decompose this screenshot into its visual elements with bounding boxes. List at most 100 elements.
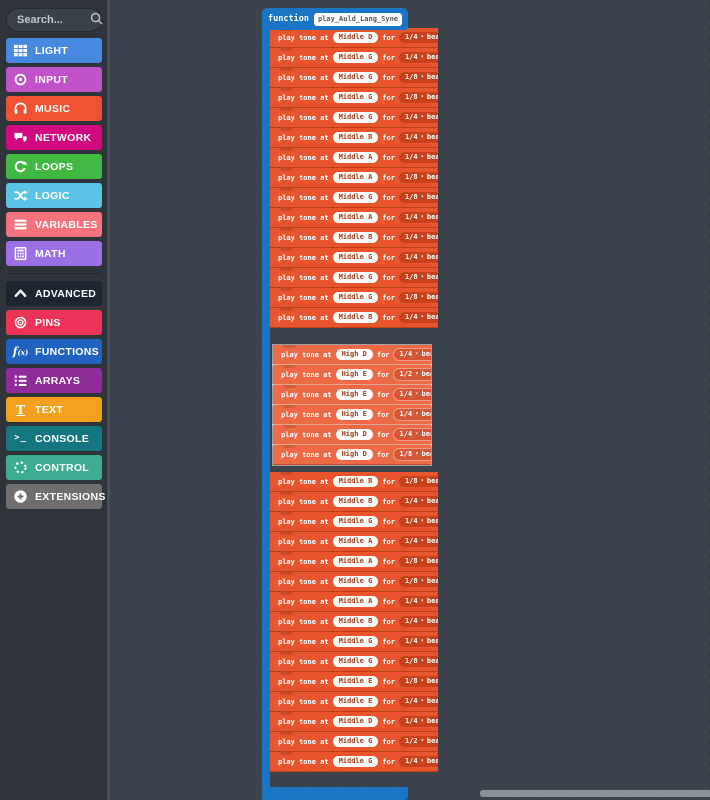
- note-dropdown[interactable]: High E: [336, 369, 373, 380]
- beat-dropdown[interactable]: 1/8▾beat: [399, 72, 438, 83]
- note-dropdown[interactable]: Middle A: [333, 556, 379, 567]
- note-dropdown[interactable]: Middle A: [333, 212, 379, 223]
- beat-dropdown[interactable]: 1/8▾beat: [399, 556, 438, 567]
- note-dropdown[interactable]: Middle E: [333, 676, 379, 687]
- beat-dropdown[interactable]: 1/4▾beat: [399, 252, 438, 263]
- sidebar-item-text[interactable]: TTEXT: [6, 397, 102, 422]
- beat-dropdown[interactable]: 1/4▾beat: [399, 112, 438, 123]
- play-tone-block[interactable]: play tone atHigh Dfor1/4▾beat: [273, 425, 431, 445]
- note-dropdown[interactable]: High E: [336, 409, 373, 420]
- play-tone-block[interactable]: play tone atMiddle Gfor1/4▾beat: [270, 248, 438, 268]
- note-dropdown[interactable]: Middle B: [333, 232, 379, 243]
- sidebar-item-math[interactable]: MATH: [6, 241, 102, 266]
- note-dropdown[interactable]: Middle G: [333, 756, 379, 767]
- beat-dropdown[interactable]: 1/4▾beat: [399, 32, 438, 43]
- note-dropdown[interactable]: Middle G: [333, 192, 379, 203]
- play-tone-block[interactable]: play tone atMiddle Gfor1/8▾beat: [270, 572, 438, 592]
- note-dropdown[interactable]: Middle B: [333, 616, 379, 627]
- play-tone-block[interactable]: play tone atMiddle Gfor1/4▾beat: [270, 108, 438, 128]
- beat-dropdown[interactable]: 1/2▾beat: [394, 369, 431, 380]
- sidebar-item-music[interactable]: MUSIC: [6, 96, 102, 121]
- beat-dropdown[interactable]: 1/4▾beat: [399, 536, 438, 547]
- beat-dropdown[interactable]: 1/4▾beat: [399, 132, 438, 143]
- beat-dropdown[interactable]: 1/4▾beat: [399, 756, 438, 767]
- play-tone-block[interactable]: play tone atMiddle Gfor1/8▾beat: [270, 68, 438, 88]
- toolbox-search[interactable]: [6, 8, 102, 32]
- beat-dropdown[interactable]: 1/4▾beat: [399, 716, 438, 727]
- play-tone-block[interactable]: play tone atMiddle Afor1/4▾beat: [270, 532, 438, 552]
- sidebar-item-network[interactable]: NETWORK: [6, 125, 102, 150]
- sidebar-item-pins[interactable]: PINS: [6, 310, 102, 335]
- sidebar-item-input[interactable]: INPUT: [6, 67, 102, 92]
- play-tone-block[interactable]: play tone atHigh Efor1/4▾beat: [273, 405, 431, 425]
- note-dropdown[interactable]: High D: [336, 429, 373, 440]
- sidebar-item-loops[interactable]: LOOPS: [6, 154, 102, 179]
- note-dropdown[interactable]: High E: [336, 389, 373, 400]
- play-tone-block[interactable]: play tone atMiddle Dfor1/4▾beat: [270, 28, 438, 48]
- note-dropdown[interactable]: Middle D: [333, 32, 379, 43]
- sidebar-item-variables[interactable]: VARIABLES: [6, 212, 102, 237]
- note-dropdown[interactable]: Middle G: [333, 636, 379, 647]
- play-tone-block[interactable]: play tone atHigh Efor1/2▾beat: [273, 365, 431, 385]
- note-dropdown[interactable]: Middle E: [333, 696, 379, 707]
- play-tone-block[interactable]: play tone atMiddle Afor1/4▾beat: [270, 148, 438, 168]
- play-tone-block[interactable]: play tone atMiddle Efor1/4▾beat: [270, 692, 438, 712]
- play-tone-block[interactable]: play tone atMiddle Bfor1/4▾beat: [270, 228, 438, 248]
- beat-dropdown[interactable]: 1/4▾beat: [394, 409, 431, 420]
- note-dropdown[interactable]: Middle A: [333, 536, 379, 547]
- function-name-field[interactable]: play_Auld_Lang_Syne: [314, 13, 402, 26]
- note-dropdown[interactable]: Middle A: [333, 596, 379, 607]
- beat-dropdown[interactable]: 1/4▾beat: [394, 389, 431, 400]
- beat-dropdown[interactable]: 1/4▾beat: [394, 349, 431, 360]
- beat-dropdown[interactable]: 1/4▾beat: [399, 696, 438, 707]
- play-tone-block[interactable]: play tone atHigh Dfor1/8▾beat: [273, 445, 431, 465]
- sidebar-item-arrays[interactable]: ARRAYS: [6, 368, 102, 393]
- beat-dropdown[interactable]: 1/8▾beat: [399, 272, 438, 283]
- beat-dropdown[interactable]: 1/4▾beat: [399, 636, 438, 647]
- note-dropdown[interactable]: Middle A: [333, 152, 379, 163]
- play-tone-block[interactable]: play tone atMiddle Gfor1/8▾beat: [270, 268, 438, 288]
- beat-dropdown[interactable]: 1/4▾beat: [394, 429, 431, 440]
- beat-dropdown[interactable]: 1/8▾beat: [394, 449, 431, 460]
- beat-dropdown[interactable]: 1/8▾beat: [399, 292, 438, 303]
- play-tone-block[interactable]: play tone atMiddle Gfor1/8▾beat: [270, 88, 438, 108]
- play-tone-block[interactable]: play tone atMiddle Gfor1/4▾beat: [270, 48, 438, 68]
- note-dropdown[interactable]: Middle G: [333, 52, 379, 63]
- note-dropdown[interactable]: Middle B: [333, 476, 379, 487]
- play-tone-block[interactable]: play tone atMiddle Gfor1/4▾beat: [270, 512, 438, 532]
- play-tone-block[interactable]: play tone atMiddle Gfor1/8▾beat: [270, 288, 438, 308]
- note-dropdown[interactable]: Middle G: [333, 576, 379, 587]
- search-input[interactable]: [15, 13, 89, 27]
- note-dropdown[interactable]: High D: [336, 349, 373, 360]
- note-dropdown[interactable]: Middle G: [333, 656, 379, 667]
- sidebar-item-functions[interactable]: f(x)FUNCTIONS: [6, 339, 102, 364]
- note-dropdown[interactable]: Middle G: [333, 292, 379, 303]
- function-definition-block[interactable]: function play_Auld_Lang_Syne: [262, 8, 408, 30]
- play-tone-block[interactable]: play tone atMiddle Gfor1/4▾beat: [270, 632, 438, 652]
- sidebar-item-console[interactable]: >_CONSOLE: [6, 426, 102, 451]
- beat-dropdown[interactable]: 1/4▾beat: [399, 516, 438, 527]
- note-dropdown[interactable]: Middle G: [333, 516, 379, 527]
- beat-dropdown[interactable]: 1/4▾beat: [399, 232, 438, 243]
- play-tone-block[interactable]: play tone atMiddle Gfor1/4▾beat: [270, 752, 438, 772]
- horizontal-scrollbar[interactable]: [480, 790, 710, 797]
- sidebar-item-control[interactable]: CONTROL: [6, 455, 102, 480]
- note-dropdown[interactable]: Middle G: [333, 92, 379, 103]
- play-tone-block[interactable]: play tone atMiddle Bfor1/4▾beat: [270, 308, 438, 328]
- play-tone-block[interactable]: play tone atMiddle Gfor1/8▾beat: [270, 188, 438, 208]
- note-dropdown[interactable]: Middle G: [333, 736, 379, 747]
- beat-dropdown[interactable]: 1/4▾beat: [399, 52, 438, 63]
- note-dropdown[interactable]: Middle B: [333, 312, 379, 323]
- play-tone-block[interactable]: play tone atMiddle Dfor1/4▾beat: [270, 712, 438, 732]
- note-dropdown[interactable]: Middle G: [333, 72, 379, 83]
- play-tone-block[interactable]: play tone atMiddle Gfor1/2▾beat: [270, 732, 438, 752]
- beat-dropdown[interactable]: 1/8▾beat: [399, 656, 438, 667]
- play-tone-block[interactable]: play tone atMiddle Bfor1/4▾beat: [270, 128, 438, 148]
- play-tone-block[interactable]: play tone atMiddle Gfor1/8▾beat: [270, 652, 438, 672]
- beat-dropdown[interactable]: 1/4▾beat: [399, 212, 438, 223]
- note-dropdown[interactable]: Middle D: [333, 716, 379, 727]
- beat-dropdown[interactable]: 1/8▾beat: [399, 192, 438, 203]
- play-tone-block[interactable]: play tone atHigh Efor1/4▾beat: [273, 385, 431, 405]
- beat-dropdown[interactable]: 1/4▾beat: [399, 152, 438, 163]
- play-tone-block[interactable]: play tone atMiddle Afor1/8▾beat: [270, 168, 438, 188]
